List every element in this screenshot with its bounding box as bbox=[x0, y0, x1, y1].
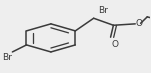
Text: O: O bbox=[112, 40, 119, 49]
Text: O: O bbox=[136, 19, 143, 28]
Text: Br: Br bbox=[98, 6, 108, 15]
Text: Br: Br bbox=[2, 53, 12, 62]
